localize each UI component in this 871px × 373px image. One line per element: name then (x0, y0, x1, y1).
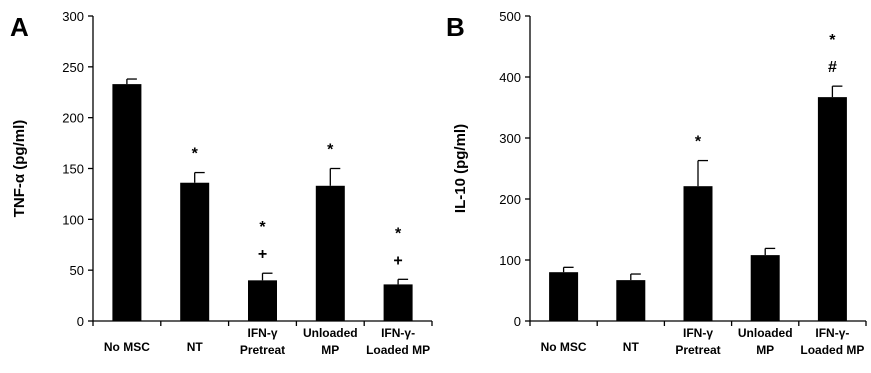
panel-b-y-tick-label: 200 (499, 192, 521, 207)
panel-a-significance-marker: * (395, 225, 402, 242)
panel-a-bar (383, 284, 413, 321)
panel-b-category-label: NT (623, 340, 640, 354)
panel-a-category-label: Pretreat (240, 343, 285, 357)
panel-b-y-tick-label: 0 (514, 314, 521, 329)
panel-a-significance-marker: + (393, 252, 402, 269)
panel-b-category-label: IFN-γ- (815, 326, 849, 340)
panel-a-category-label: No MSC (104, 340, 150, 354)
panel-b-y-tick-label: 500 (499, 9, 521, 24)
panel-a-bar (112, 84, 142, 321)
panel-b-category-label: Pretreat (675, 343, 720, 357)
panel-b-bar (549, 272, 579, 321)
panel-a: A TNF-α (pg/ml) 0 50 100 150 200 250 300 No MSC * N… (10, 9, 433, 357)
panel-b-category-label: MP (756, 343, 774, 357)
panel-a-category-label: IFN-γ- (381, 326, 415, 340)
panel-a-y-tick-label: 200 (62, 111, 84, 126)
panel-a-bar (315, 185, 345, 321)
panel-b-category-label: Unloaded (738, 326, 793, 340)
panel-b-category-label: IFN-γ (683, 326, 713, 340)
panel-b-letter: B (446, 12, 465, 42)
panel-a-bar (248, 280, 277, 321)
panel-b-bar (616, 280, 646, 321)
panel-b-y-tick-label: 100 (499, 253, 521, 268)
panel-a-y-tick-label: 0 (77, 314, 84, 329)
panel-b-category-label: No MSC (541, 340, 587, 354)
panel-b-bar (683, 186, 713, 321)
panel-a-y-tick-label: 150 (62, 162, 84, 177)
panel-b-y-axis-label: IL-10 (pg/ml) (452, 124, 469, 213)
panel-a-y-axis-label: TNF-α (pg/ml) (11, 120, 28, 218)
panel-a-significance-marker: * (259, 219, 266, 236)
panel-b-category-label: Loaded MP (800, 343, 864, 357)
panel-a-significance-marker: + (258, 246, 267, 263)
panel-b-significance-marker: # (828, 59, 837, 76)
panel-a-category-label: Unloaded (303, 326, 358, 340)
panel-a-category-label: Loaded MP (366, 343, 430, 357)
panel-a-y-tick-label: 50 (70, 263, 84, 278)
panel-b-significance-marker: * (829, 32, 836, 49)
panel-a-category-label: IFN-γ (248, 326, 278, 340)
panel-a-significance-marker: * (327, 142, 334, 159)
panel-a-category-label: MP (321, 343, 339, 357)
panel-a-category-label: NT (187, 340, 204, 354)
panel-b-y-tick-label: 300 (499, 131, 521, 146)
panel-a-bar (180, 182, 210, 321)
panel-b-bar (817, 97, 847, 321)
panel-a-letter: A (10, 12, 29, 42)
panel-a-significance-marker: * (192, 146, 199, 163)
panel-b-bar (750, 255, 780, 321)
panel-b-significance-marker: * (695, 134, 702, 151)
panel-a-y-tick-label: 250 (62, 60, 84, 75)
panel-b: B IL-10 (pg/ml) 0 100 200 300 400 500 No MSC NT * I… (446, 9, 867, 357)
panel-b-y-tick-label: 400 (499, 70, 521, 85)
panel-a-y-tick-label: 100 (62, 212, 84, 227)
panel-a-y-tick-label: 300 (62, 9, 84, 24)
